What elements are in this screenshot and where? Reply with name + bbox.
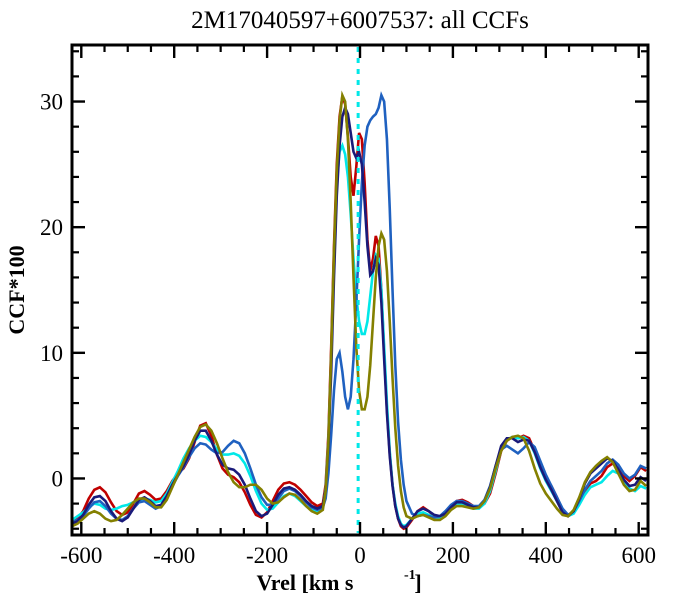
y-axis-title: CCF*100 [4, 245, 29, 334]
x-tick-label: -400 [153, 543, 195, 568]
x-axis-title: Vrel [km s -1 ] [257, 568, 422, 595]
x-tick-label: 0 [354, 543, 366, 568]
y-tick-label: 0 [52, 466, 64, 491]
x-axis-title-exponent: -1 [404, 568, 416, 583]
ccf-curves-layer [71, 90, 648, 531]
x-tick-label: -600 [60, 543, 102, 568]
x-tick-label: 600 [621, 543, 656, 568]
x-tick-label: 400 [529, 543, 564, 568]
y-tick-label: 30 [40, 90, 63, 115]
y-tick-labels: 0 10 20 30 [40, 90, 63, 492]
x-axis-title-main: Vrel [km s [257, 570, 354, 595]
x-tick-label: -200 [246, 543, 288, 568]
plot-frame [70, 43, 650, 537]
x-tick-labels: -600 -400 -200 0 200 400 600 [60, 543, 656, 568]
x-tick-label: 200 [436, 543, 471, 568]
y-tick-label: 10 [40, 341, 63, 366]
ccf-visit-5 [71, 90, 648, 528]
page-title: 2M17040597+6007537: all CCFs [191, 7, 529, 34]
y-tick-label: 20 [40, 215, 63, 240]
x-axis-title-tail: ] [414, 570, 421, 595]
